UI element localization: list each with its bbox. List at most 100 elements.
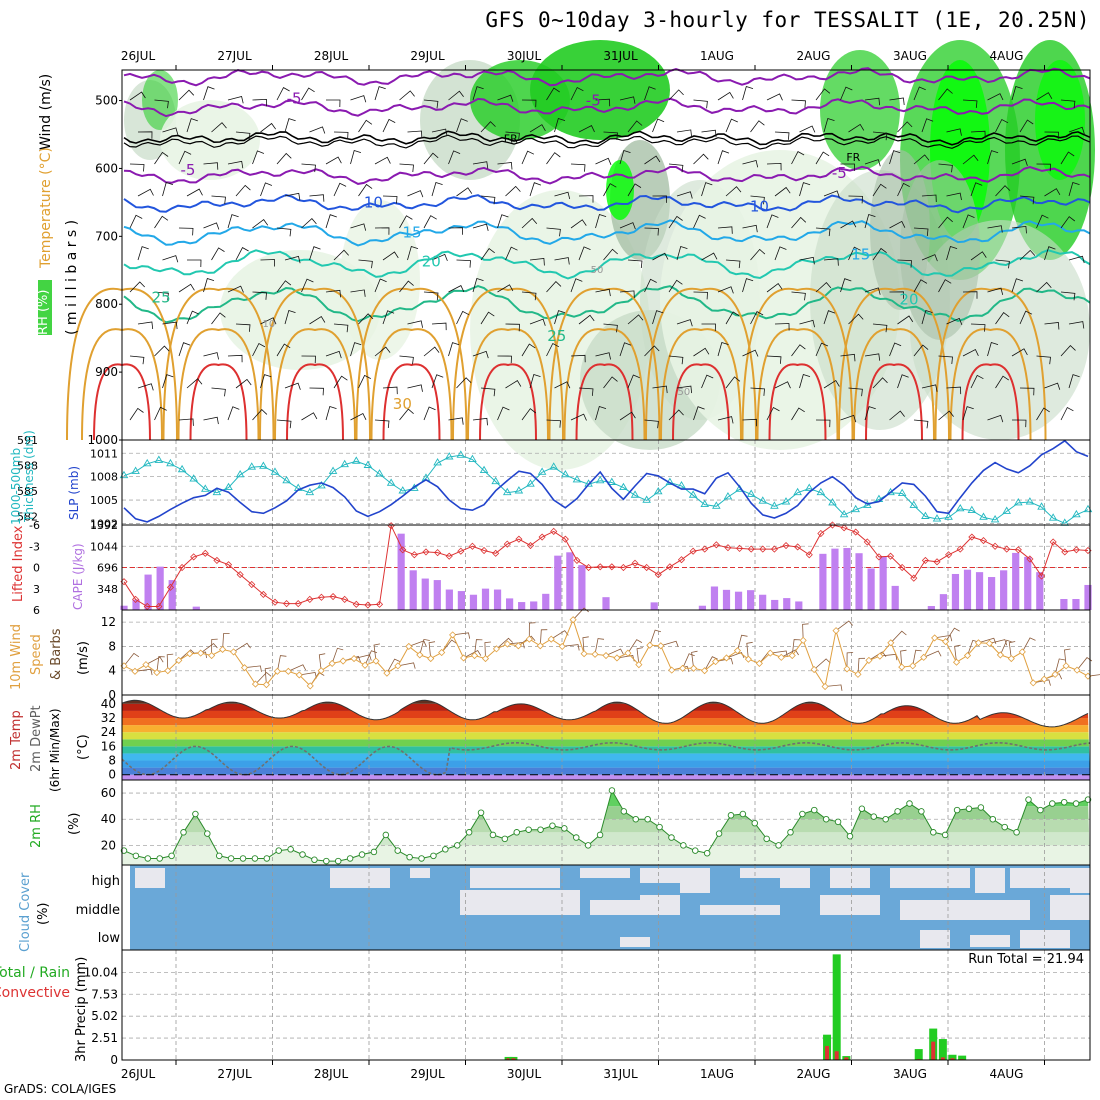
thickness-point xyxy=(433,458,442,466)
wind-barb xyxy=(1060,291,1076,301)
cape-bar xyxy=(843,548,851,610)
wind-barb-10m xyxy=(452,632,471,639)
rh-point xyxy=(822,815,830,823)
wind-barb xyxy=(129,281,145,293)
wind-barb xyxy=(774,131,790,140)
wind-barb xyxy=(529,182,542,197)
wind-barb xyxy=(186,118,198,133)
thickness-point xyxy=(793,487,802,496)
cape-bar xyxy=(493,589,502,610)
wind-barb xyxy=(235,247,249,261)
wind-barb-10m xyxy=(912,649,922,666)
cape-bar xyxy=(445,589,453,610)
wind-speed-point xyxy=(1062,662,1070,670)
wind-barb xyxy=(693,153,709,165)
wind-barb xyxy=(497,355,512,364)
temp-band xyxy=(122,700,1090,704)
wind-barb xyxy=(668,215,683,229)
wind-barb xyxy=(497,94,514,102)
wind-barb xyxy=(864,406,876,421)
lifted-index-point xyxy=(724,544,732,552)
rh-point xyxy=(680,842,687,849)
cape-bar xyxy=(542,593,550,610)
legend-minmax: (6hr Min/Max) xyxy=(48,709,62,793)
wind-barb xyxy=(717,150,730,165)
legend-2m-dewpt: 2m DewPt xyxy=(29,705,44,772)
wind-barb xyxy=(864,287,881,295)
thickness-point xyxy=(863,500,872,508)
wind-barb xyxy=(889,150,901,165)
thickness-point xyxy=(967,505,977,513)
wind-barb xyxy=(717,286,734,294)
rh-point xyxy=(144,855,152,862)
lifted-index-point xyxy=(608,563,616,571)
wind-speed-point xyxy=(876,652,884,660)
wind-barb xyxy=(448,285,465,293)
wind-barb xyxy=(644,419,659,429)
wind-barb-10m xyxy=(934,634,953,642)
wind-barb-10m xyxy=(857,657,866,675)
slp-line xyxy=(123,439,1089,523)
wind-barb xyxy=(309,315,326,325)
wind-barb xyxy=(227,285,244,293)
wind-barb xyxy=(186,378,203,389)
lifted-index-point xyxy=(259,590,267,598)
wind-speed-point xyxy=(701,667,709,675)
wind-speed-point xyxy=(503,640,511,648)
cape-bar xyxy=(747,590,755,610)
wind-barb xyxy=(864,213,876,229)
wind-barb xyxy=(921,309,933,325)
wind-barb xyxy=(750,387,765,396)
lifted-index-point xyxy=(178,563,186,572)
wind-barb xyxy=(619,149,631,165)
wind-barb xyxy=(668,89,684,101)
rh-point xyxy=(430,852,437,860)
wind-barb xyxy=(1036,407,1050,421)
precip-total-bar xyxy=(938,1039,947,1060)
thickness-point xyxy=(549,462,559,470)
wind-barb xyxy=(872,183,887,197)
wind-barb xyxy=(154,291,169,301)
wind-barb xyxy=(252,291,267,300)
lifted-index-point xyxy=(701,545,709,553)
thickness-point xyxy=(514,486,524,494)
wind-barb xyxy=(301,87,315,101)
wind-barb xyxy=(946,192,962,201)
rh-band xyxy=(122,790,1090,794)
wind-barb-10m xyxy=(954,644,961,663)
surface-isotherm xyxy=(575,363,634,441)
precip-convective-bar xyxy=(950,1058,955,1060)
wind-speed-point xyxy=(328,659,336,667)
rh-point xyxy=(644,815,651,823)
thickness-point xyxy=(1002,506,1011,514)
wind-barb xyxy=(521,408,537,421)
wind-barb xyxy=(227,160,244,169)
wind-barb xyxy=(203,352,219,360)
wind-barb xyxy=(284,192,301,201)
wind-barb xyxy=(1011,278,1024,293)
rh-point xyxy=(620,808,628,815)
wind-barb-10m xyxy=(1054,658,1066,675)
wind-barb xyxy=(154,215,169,229)
thickness-point xyxy=(537,467,547,475)
wind-barb xyxy=(913,419,929,429)
wind-barb xyxy=(407,320,423,328)
lifted-index-point xyxy=(1049,538,1057,546)
wind-barb xyxy=(529,373,541,389)
lifted-index-point xyxy=(434,549,442,557)
wind-barb xyxy=(799,125,816,133)
x-tick-label-bottom: 26JUL xyxy=(121,1067,156,1081)
wind-tick-label: 8 xyxy=(108,639,116,653)
y-tick-label: 700 xyxy=(95,229,118,243)
cape-bar xyxy=(530,601,538,610)
wind-barb xyxy=(276,343,291,357)
wind-speed-point xyxy=(306,682,314,690)
thickness-point xyxy=(653,486,663,495)
wind-barb xyxy=(717,226,733,234)
cloud-gap xyxy=(890,868,970,888)
lifted-index-point xyxy=(341,595,349,603)
rh-point xyxy=(1037,806,1044,814)
isotherm-line xyxy=(123,67,1091,87)
surface-isotherm xyxy=(467,328,549,441)
wind-barb xyxy=(1044,382,1061,390)
